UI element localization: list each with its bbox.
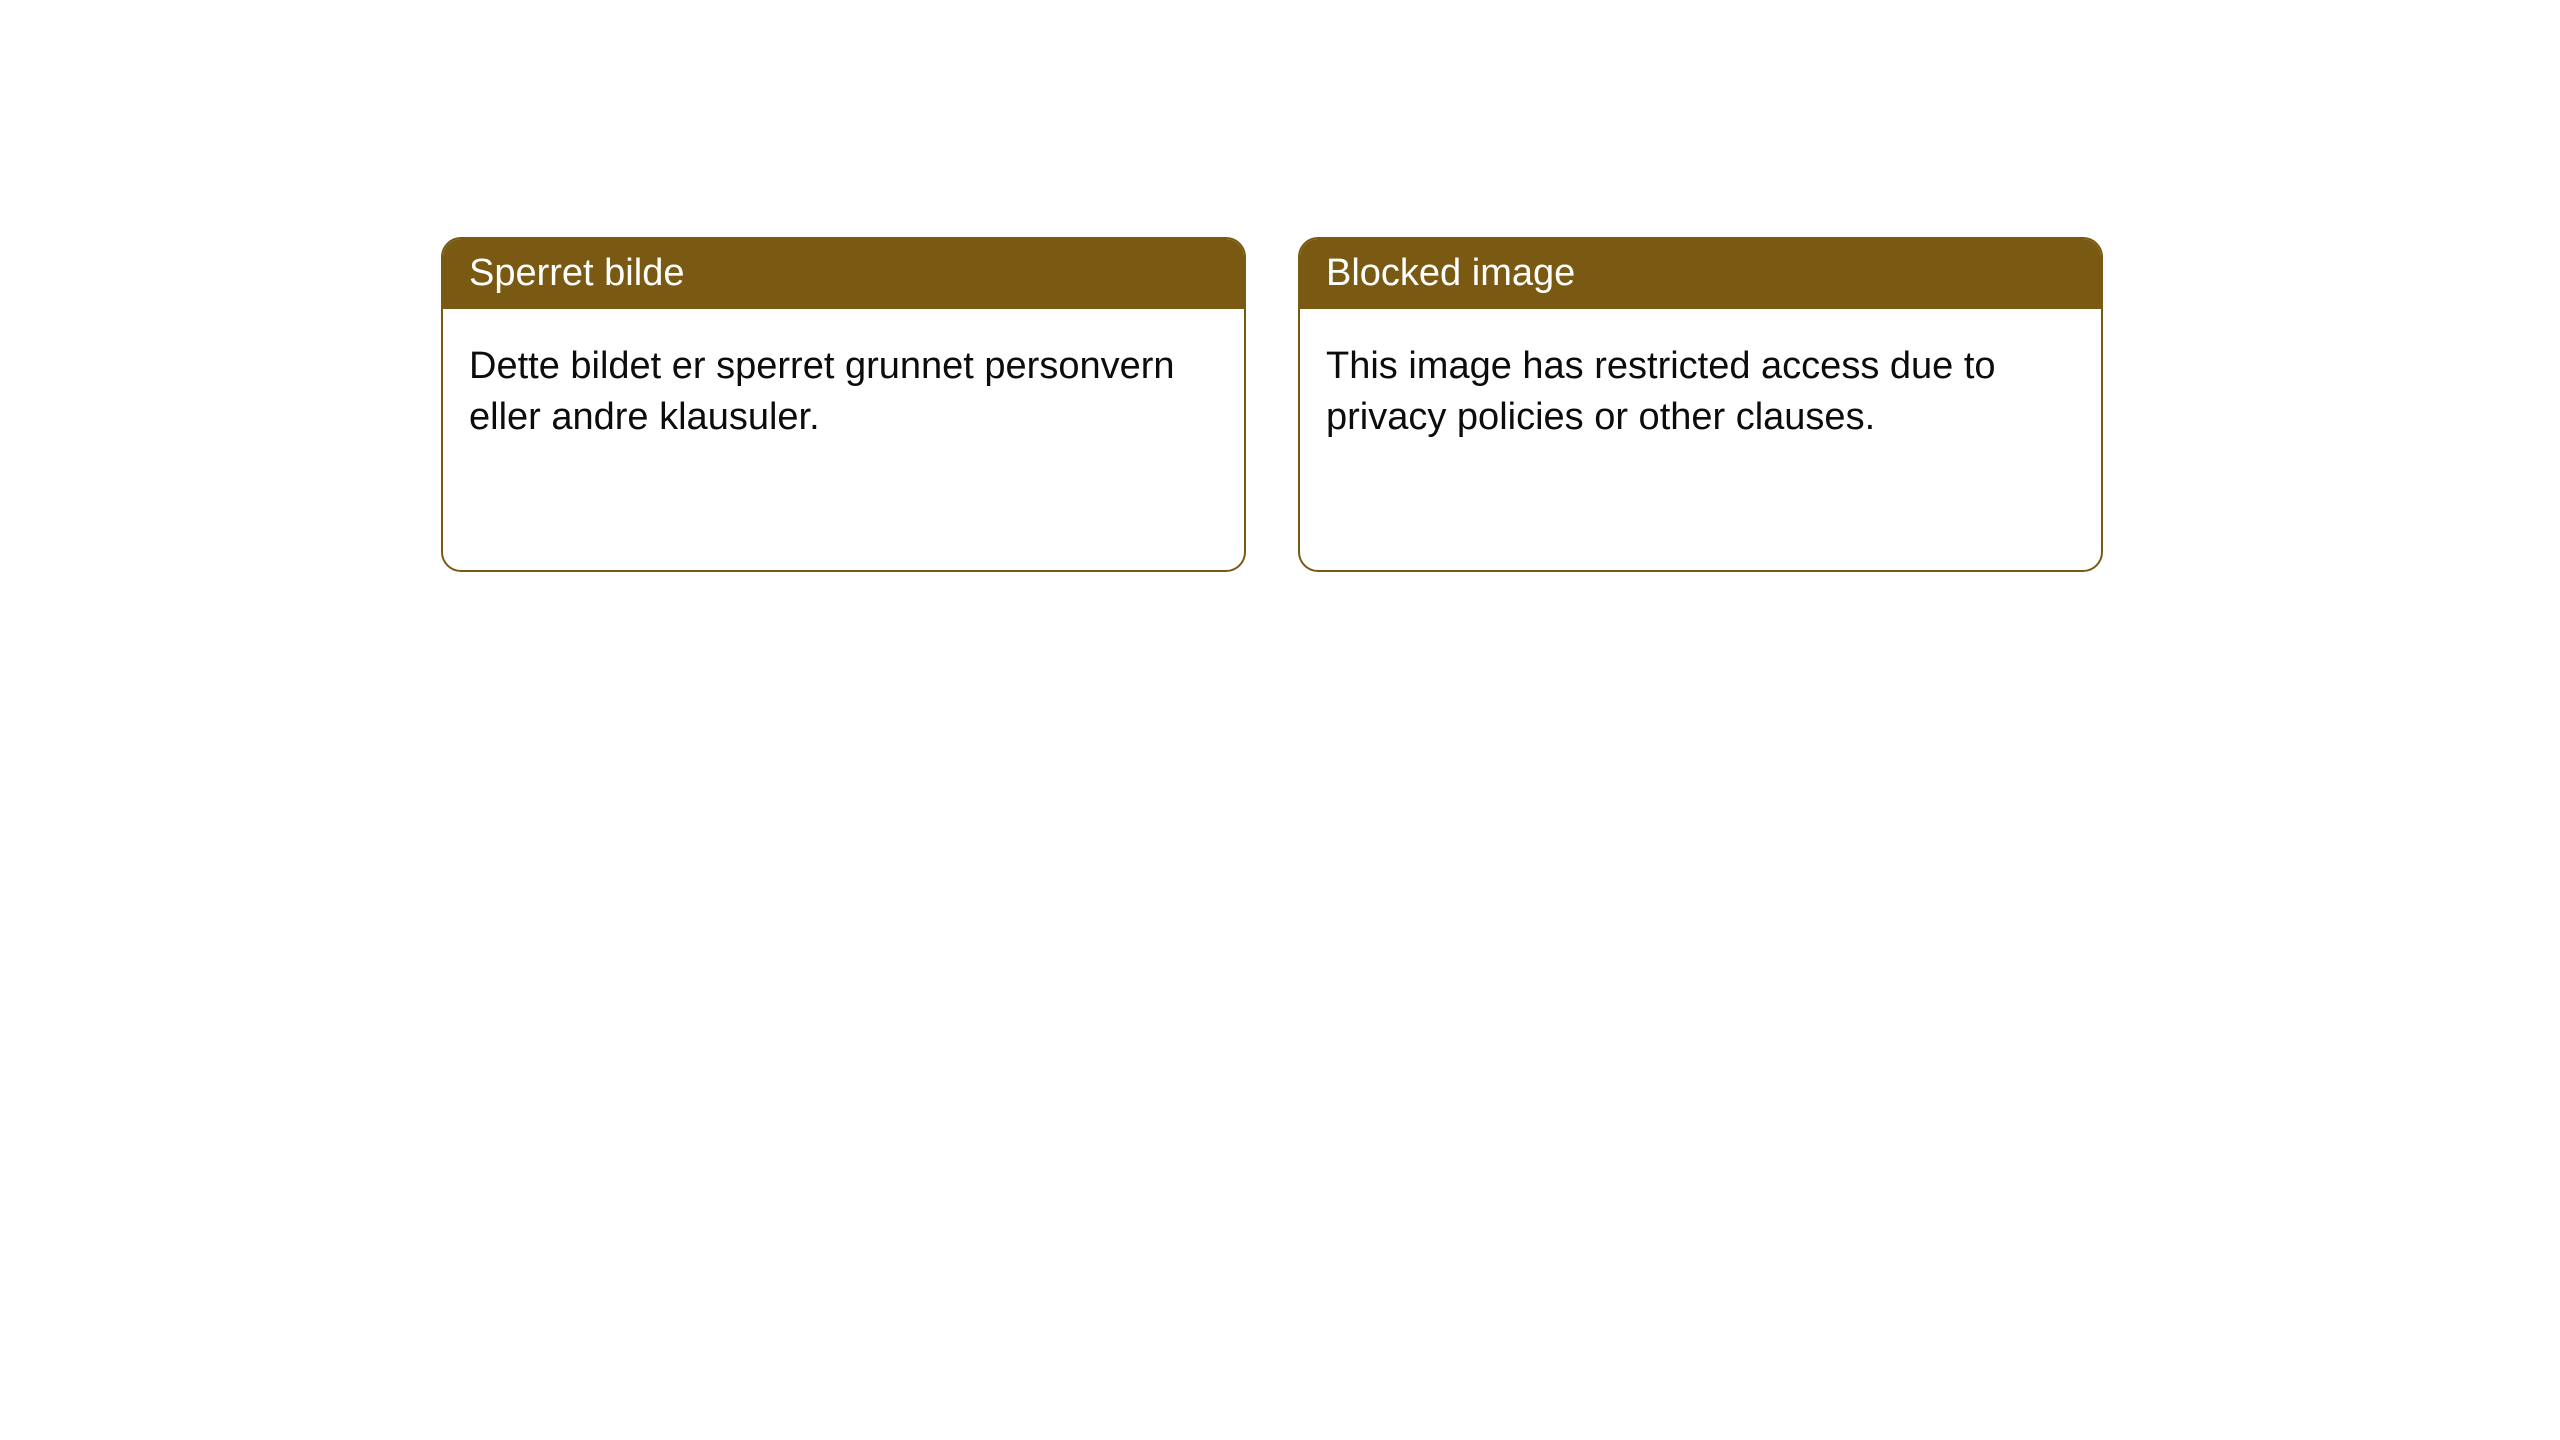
notice-card-norwegian: Sperret bilde Dette bildet er sperret gr… xyxy=(441,237,1246,572)
notice-body-english: This image has restricted access due to … xyxy=(1300,309,2101,476)
notice-title-norwegian: Sperret bilde xyxy=(443,239,1244,309)
notice-container: Sperret bilde Dette bildet er sperret gr… xyxy=(0,0,2560,572)
notice-title-english: Blocked image xyxy=(1300,239,2101,309)
notice-card-english: Blocked image This image has restricted … xyxy=(1298,237,2103,572)
notice-body-norwegian: Dette bildet er sperret grunnet personve… xyxy=(443,309,1244,476)
